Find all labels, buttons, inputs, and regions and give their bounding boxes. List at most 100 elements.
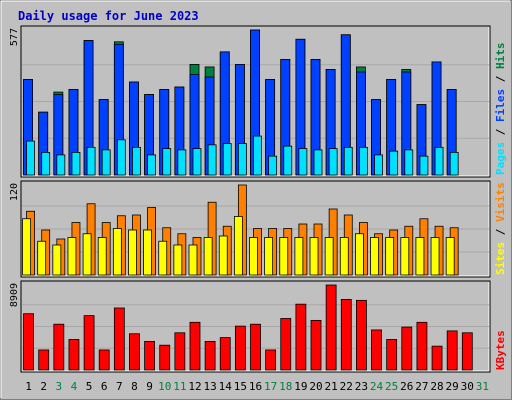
x-tick-day-17: 17 [264,380,277,393]
bar-kbytes-day-22 [340,298,352,371]
bar-kbytes-day-20 [310,319,322,371]
bar-pages-day-23 [359,146,368,176]
x-tick-day-30: 30 [461,380,474,393]
bar-sites-day-5 [82,233,92,276]
side-label-visits-sites: Sites / Visits [494,182,507,275]
bar-sites-day-8 [128,229,137,276]
side-label-part: / [494,222,507,242]
side-label-part: Files [494,89,507,122]
bar-sites-day-7 [112,228,122,276]
bar-pages-day-22 [343,146,353,176]
bar-pages-day-26 [404,149,414,176]
bar-kbytes-day-2 [38,349,50,371]
bar-kbytes-day-13 [204,340,216,371]
bar-sites-day-19 [294,237,304,276]
bar-kbytes-day-14 [219,337,231,371]
x-tick-day-1: 1 [25,380,32,393]
bar-pages-day-9 [147,154,156,176]
x-tick-day-16: 16 [249,380,262,393]
bar-sites-day-2 [37,240,47,276]
bar-sites-day-3 [52,244,62,276]
bar-pages-day-29 [449,151,459,176]
ymax-labels: 577 120 8909 [9,28,20,307]
bar-pages-day-1 [26,140,35,176]
x-tick-day-22: 22 [340,380,353,393]
bar-sites-day-23 [355,233,364,276]
ymax-label-kbytes: 8909 [9,283,20,307]
bar-pages-day-2 [41,151,51,176]
bar-pages-day-25 [389,150,399,176]
bar-kbytes-day-27 [416,321,428,371]
bar-sites-day-21 [324,237,334,276]
x-tick-day-12: 12 [188,380,201,393]
bar-kbytes-day-26 [401,326,413,371]
bar-kbytes-day-29 [446,330,458,371]
ymax-label-hits-files-pages: 577 [9,28,20,46]
bar-pages-day-10 [162,148,172,176]
bar-kbytes-day-24 [371,329,382,371]
bar-kbytes-day-30 [461,332,473,371]
bar-sites-day-10 [158,240,168,276]
bar-sites-day-1 [22,218,31,276]
bar-kbytes-day-17 [265,349,277,371]
bar-pages-day-13 [207,144,217,176]
bar-kbytes-day-18 [280,318,292,371]
bar-kbytes-day-7 [113,307,125,371]
bar-pages-day-16 [253,135,262,176]
side-label-part: KBytes [494,330,507,370]
bar-kbytes-day-8 [129,333,140,371]
bar-pages-day-6 [101,149,111,176]
bar-sites-day-27 [415,237,425,276]
bar-sites-day-18 [279,237,289,276]
bar-kbytes-day-10 [159,344,171,371]
side-label-part: Pages [494,142,507,175]
x-tick-day-31: 31 [476,380,489,393]
x-tick-day-27: 27 [415,380,428,393]
bar-pages-day-18 [283,145,293,176]
x-tick-day-10: 10 [158,380,171,393]
x-tick-day-14: 14 [219,380,233,393]
bar-sites-day-26 [400,237,410,276]
side-label-part: / [494,69,507,89]
side-label-part: Sites [494,242,507,275]
bar-sites-day-13 [203,237,213,276]
bar-pages-day-20 [313,149,323,176]
x-tick-day-5: 5 [86,380,93,393]
bar-sites-day-24 [370,237,379,276]
x-tick-day-9: 9 [146,380,153,393]
bar-pages-day-3 [56,154,66,176]
bar-kbytes-day-19 [295,303,307,371]
x-tick-day-29: 29 [446,380,459,393]
x-tick-day-15: 15 [234,380,247,393]
bar-sites-day-11 [173,244,183,276]
bar-kbytes-day-12 [189,321,201,371]
x-tick-labels: 1 2 3 4 5 6 7 8 9 10 11 12 13 14 15 16 17 18 19 20 21 22 23 24 2… [25,380,489,393]
x-tick-day-24: 24 [370,380,384,393]
bar-kbytes-day-28 [431,345,443,371]
ymax-label-visits-sites: 120 [9,183,20,201]
bar-kbytes-day-15 [234,325,246,371]
bar-kbytes-day-21 [325,284,337,371]
bar-kbytes-day-3 [53,323,65,371]
side-label-hits-files-pages: Pages / Files / Hits [494,43,507,176]
x-tick-day-11: 11 [173,380,186,393]
bar-pages-day-15 [237,143,247,176]
x-tick-day-8: 8 [131,380,138,393]
side-labels: Pages / Files / Hits Sites / Visits KBytes [494,43,507,371]
bar-pages-day-11 [177,149,187,176]
bar-sites-day-29 [445,237,455,276]
x-tick-day-18: 18 [279,380,292,393]
bar-sites-day-28 [430,237,440,276]
bar-kbytes-day-5 [83,315,95,371]
bar-pages-day-5 [86,146,96,176]
x-tick-day-13: 13 [203,380,216,393]
bar-pages-day-8 [132,146,141,176]
side-label-part: Visits [494,182,507,222]
bar-pages-day-19 [298,148,308,176]
bar-pages-day-7 [116,139,126,176]
bar-pages-day-4 [71,151,81,176]
bar-pages-day-17 [268,155,278,176]
x-tick-day-19: 19 [294,380,307,393]
x-tick-day-3: 3 [56,380,63,393]
